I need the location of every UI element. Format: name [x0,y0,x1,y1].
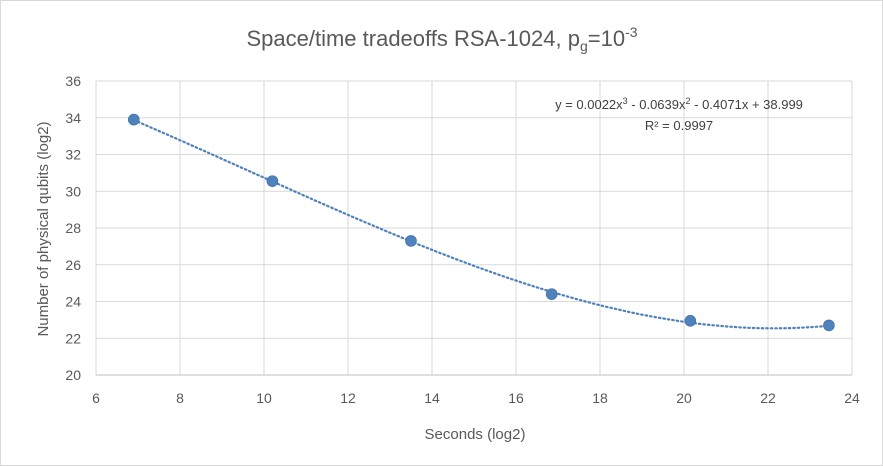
y-tick-label: 34 [65,110,81,126]
y-tick-label: 26 [65,257,81,273]
y-tick-label: 36 [65,73,81,89]
data-points [128,113,835,332]
y-tick-label: 20 [65,367,81,383]
x-axis-label: Seconds (log2) [425,426,526,443]
tick-labels: 6 8 10 12 14 16 18 20 22 24 20 22 24 26 28 30 32 34 36 [65,73,860,406]
y-tick-label: 30 [65,183,81,199]
x-tick-label: 6 [92,390,100,406]
data-point [266,175,279,187]
y-tick-label: 24 [65,294,81,310]
x-tick-label: 12 [340,390,356,406]
data-point [545,288,558,300]
gridlines [95,80,853,376]
trendline [132,119,830,330]
x-tick-label: 22 [760,390,776,406]
data-point [128,113,140,126]
x-tick-label: 8 [176,390,184,406]
x-tick-label: 18 [592,390,608,406]
x-tick-label: 10 [256,390,272,406]
y-tick-label: 22 [65,330,81,346]
y-tick-label: 32 [65,147,81,163]
data-point [684,314,697,327]
x-tick-label: 16 [508,390,524,406]
data-point [405,235,417,247]
x-tick-label: 20 [676,390,692,406]
x-tick-label: 14 [424,390,440,406]
trendline-equation: y = 0.0022x3 - 0.0639x2 - 0.4071x + 38.9… [555,96,803,112]
y-tick-label: 28 [65,220,81,236]
chart-title: Space/time tradeoffs RSA-1024, pg=10-3 [246,24,637,54]
trendline-r-squared: R² = 0.9997 [645,118,713,133]
y-axis-label: Number of physical qubits (log2) [35,121,52,336]
x-tick-label: 24 [844,390,860,406]
data-point [823,319,835,332]
